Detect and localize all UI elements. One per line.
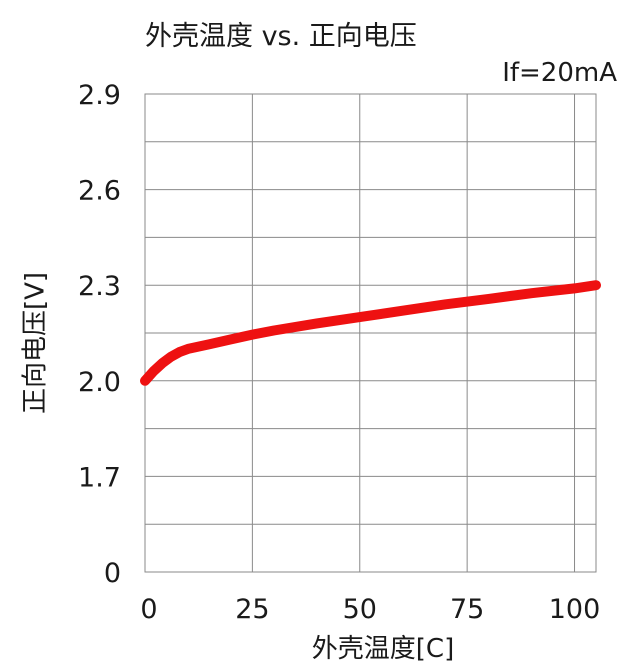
x-axis-label: 外壳温度[C] (311, 634, 455, 664)
chart-title: 外壳温度 vs. 正向电压 (145, 21, 417, 52)
y-tick-label: 2.9 (78, 80, 121, 111)
y-tick-label: 2.0 (78, 367, 121, 398)
x-tick-label: 0 (140, 594, 157, 625)
x-tick-label: 25 (235, 594, 269, 625)
x-tick-label: 50 (343, 594, 377, 625)
y-tick-label: 1.7 (78, 462, 121, 493)
x-tick-label: 100 (549, 594, 601, 625)
test-condition-label: If=20mA (502, 58, 617, 88)
x-tick-label: 75 (450, 594, 484, 625)
y-tick-label: 2.3 (78, 271, 121, 302)
forward-voltage-line (140, 280, 601, 386)
plot-frame (144, 93, 597, 573)
y-tick-label: 0 (104, 558, 121, 589)
y-tick-label: 2.6 (78, 176, 121, 207)
